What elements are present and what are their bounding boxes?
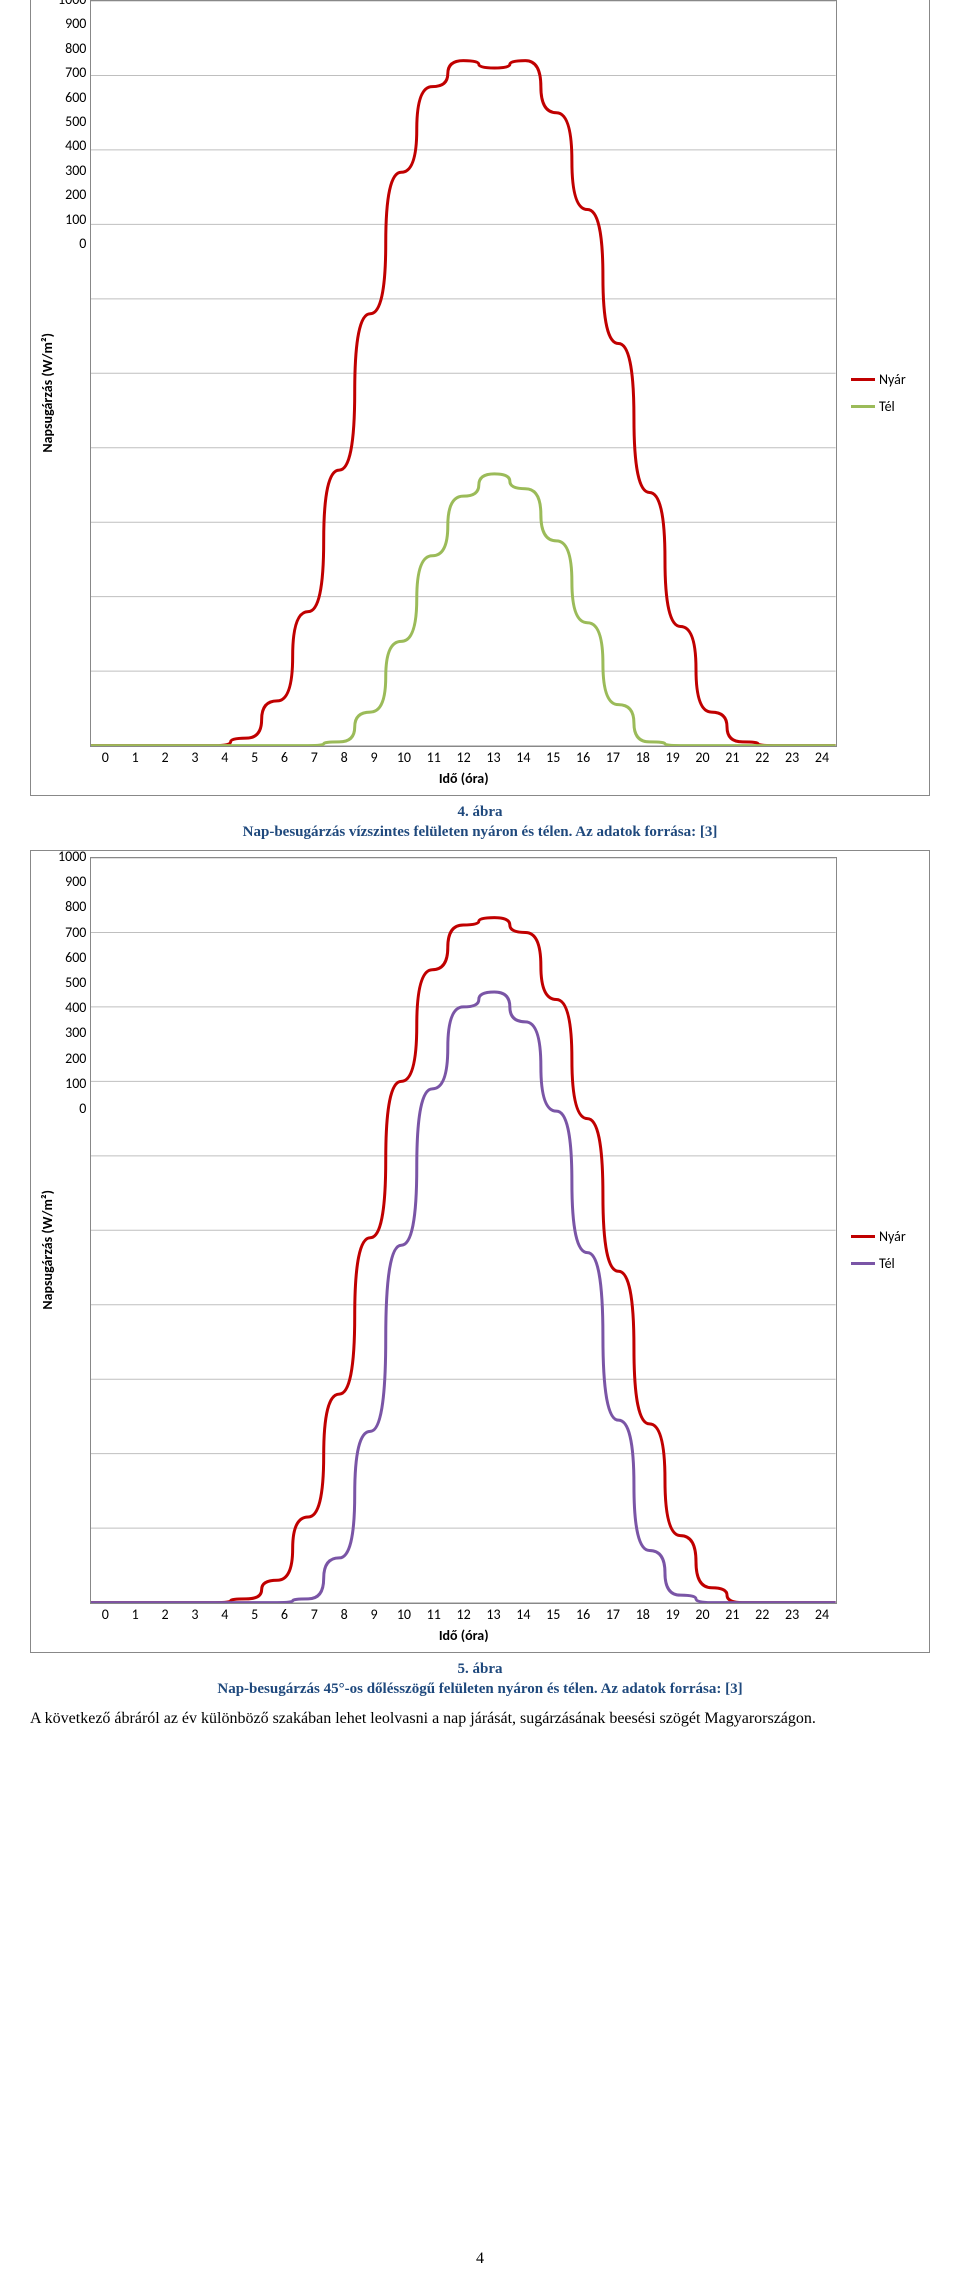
xtick-label: 21	[717, 1606, 747, 1623]
xtick-label: 8	[329, 1606, 359, 1623]
xtick-label: 18	[628, 1606, 658, 1623]
xtick-label: 16	[568, 1606, 598, 1623]
xtick-label: 19	[658, 1606, 688, 1623]
chart2-legend: Nyár Tél	[837, 857, 923, 1644]
caption-2: 5. ábra Nap-besugárzás 45°-os dőlésszögű…	[30, 1659, 930, 1700]
xtick-label: 5	[240, 1606, 270, 1623]
xtick-label: 9	[359, 1606, 389, 1623]
xtick-label: 12	[449, 1606, 479, 1623]
xtick-label: 11	[419, 749, 449, 766]
chart2-plot-area	[90, 857, 837, 1604]
xtick-label: 23	[777, 749, 807, 766]
xtick-label: 0	[90, 1606, 120, 1623]
xtick-label: 4	[210, 749, 240, 766]
chart-1: Napsugárzás (W/m²) 100090080070060050040…	[30, 0, 930, 796]
chart1-yticks: 10009008007006005004003002001000	[58, 0, 90, 244]
chart1-yaxis-title: Napsugárzás (W/m²)	[37, 0, 58, 787]
xtick-label: 10	[389, 1606, 419, 1623]
xtick-label: 17	[598, 749, 628, 766]
xtick-label: 1	[120, 1606, 150, 1623]
xtick-label: 13	[479, 749, 509, 766]
legend-swatch	[851, 1235, 875, 1238]
xtick-label: 2	[150, 749, 180, 766]
xtick-label: 0	[90, 749, 120, 766]
caption2-line2: Nap-besugárzás 45°-os dőlésszögű felület…	[217, 1681, 742, 1697]
chart2-yticks: 10009008007006005004003002001000	[58, 857, 90, 1109]
chart1-legend: Nyár Tél	[837, 0, 923, 787]
xtick-label: 23	[777, 1606, 807, 1623]
xtick-label: 4	[210, 1606, 240, 1623]
legend-label: Nyár	[879, 371, 906, 388]
chart2-xaxis-title: Idő (óra)	[90, 1623, 837, 1644]
chart2-yaxis-title: Napsugárzás (W/m²)	[37, 857, 58, 1644]
xtick-label: 3	[180, 749, 210, 766]
caption1-line1: 4. ábra	[458, 804, 503, 820]
xtick-label: 15	[538, 749, 568, 766]
legend-item: Nyár	[851, 371, 923, 388]
legend-swatch	[851, 405, 875, 408]
xtick-label: 14	[508, 749, 538, 766]
legend-label: Nyár	[879, 1228, 906, 1245]
xtick-label: 21	[717, 749, 747, 766]
xtick-label: 9	[359, 749, 389, 766]
xtick-label: 2	[150, 1606, 180, 1623]
xtick-label: 22	[747, 749, 777, 766]
legend-item: Tél	[851, 1255, 923, 1272]
xtick-label: 16	[568, 749, 598, 766]
xtick-label: 7	[299, 1606, 329, 1623]
xtick-label: 20	[688, 749, 718, 766]
page-number: 4	[0, 2250, 960, 2288]
chart-2: Napsugárzás (W/m²) 100090080070060050040…	[30, 850, 930, 1653]
legend-item: Nyár	[851, 1228, 923, 1245]
chart1-plot-area	[90, 0, 837, 747]
legend-item: Tél	[851, 398, 923, 415]
chart2-xticks: 0123456789101112131415161718192021222324	[90, 1604, 837, 1623]
xtick-label: 6	[270, 749, 300, 766]
xtick-label: 18	[628, 749, 658, 766]
xtick-label: 11	[419, 1606, 449, 1623]
xtick-label: 15	[538, 1606, 568, 1623]
xtick-label: 12	[449, 749, 479, 766]
xtick-label: 17	[598, 1606, 628, 1623]
caption2-line1: 5. ábra	[458, 1661, 503, 1677]
legend-label: Tél	[879, 398, 895, 415]
xtick-label: 13	[479, 1606, 509, 1623]
caption-1: 4. ábra Nap-besugárzás vízszintes felüle…	[30, 802, 930, 843]
legend-swatch	[851, 378, 875, 381]
legend-label: Tél	[879, 1255, 895, 1272]
xtick-label: 14	[508, 1606, 538, 1623]
xtick-label: 5	[240, 749, 270, 766]
xtick-label: 3	[180, 1606, 210, 1623]
chart1-xaxis-title: Idő (óra)	[90, 766, 837, 787]
xtick-label: 1	[120, 749, 150, 766]
xtick-label: 19	[658, 749, 688, 766]
paragraph: A következő ábráról az év különböző szak…	[30, 1709, 930, 1730]
xtick-label: 7	[299, 749, 329, 766]
xtick-label: 24	[807, 749, 837, 766]
xtick-label: 22	[747, 1606, 777, 1623]
legend-swatch	[851, 1262, 875, 1265]
xtick-label: 8	[329, 749, 359, 766]
xtick-label: 24	[807, 1606, 837, 1623]
xtick-label: 6	[270, 1606, 300, 1623]
chart1-xticks: 0123456789101112131415161718192021222324	[90, 747, 837, 766]
xtick-label: 20	[688, 1606, 718, 1623]
caption1-line2: Nap-besugárzás vízszintes felületen nyár…	[243, 824, 718, 840]
xtick-label: 10	[389, 749, 419, 766]
